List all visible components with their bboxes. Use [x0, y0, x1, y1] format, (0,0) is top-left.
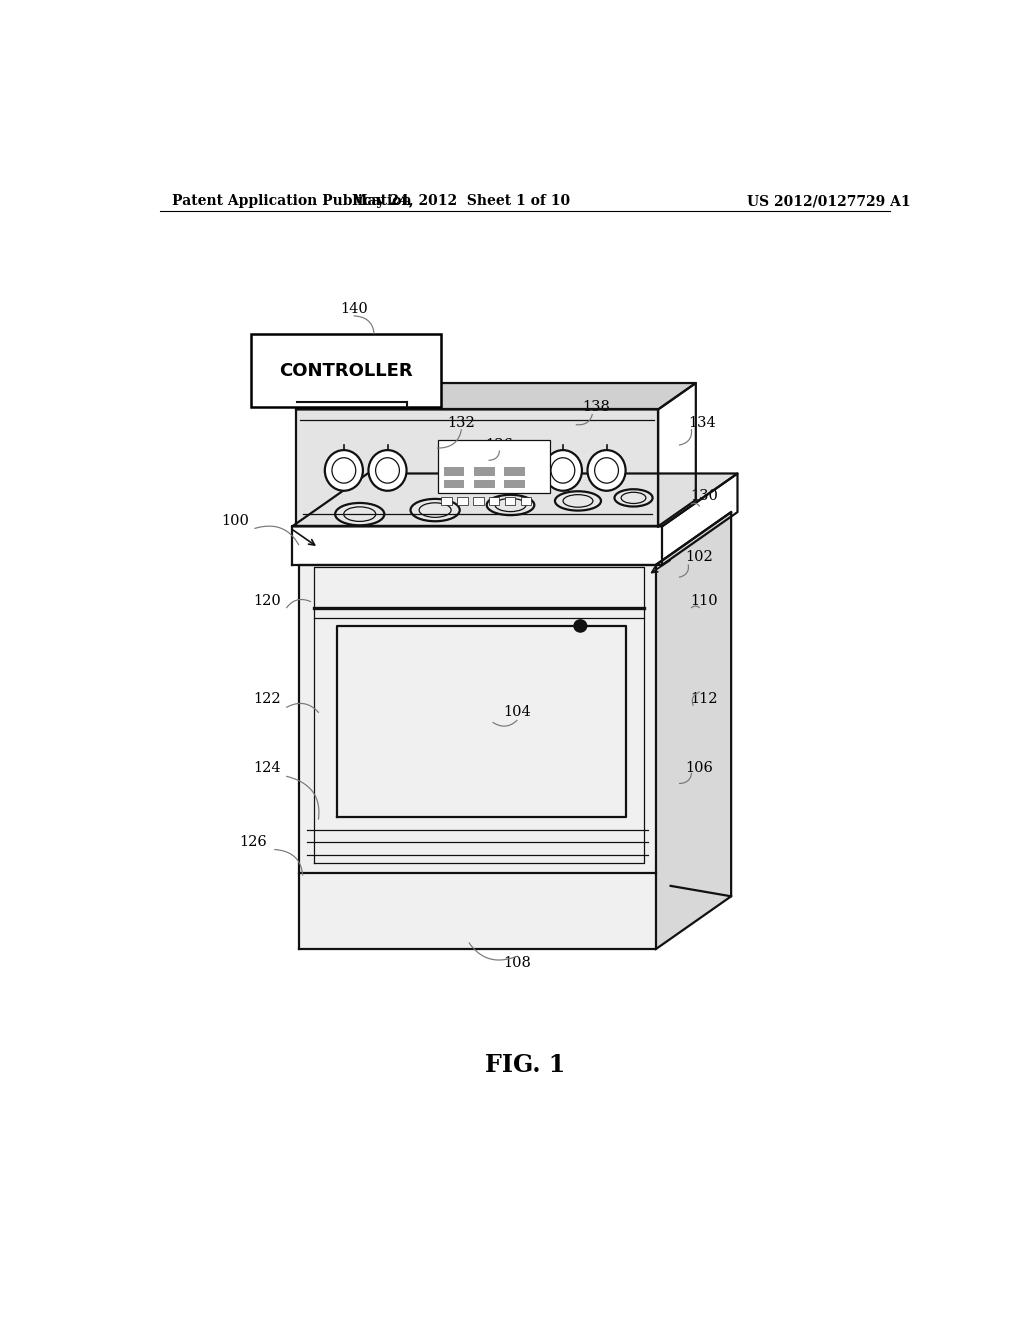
Text: US 2012/0127729 A1: US 2012/0127729 A1 — [748, 194, 910, 209]
Ellipse shape — [411, 499, 460, 521]
Bar — [251, 334, 441, 408]
Ellipse shape — [595, 458, 618, 483]
Bar — [473, 496, 483, 506]
Text: 126: 126 — [240, 836, 267, 850]
Bar — [443, 479, 465, 487]
Polygon shape — [655, 512, 731, 949]
Ellipse shape — [574, 620, 587, 632]
Polygon shape — [296, 409, 658, 527]
Bar — [474, 467, 495, 475]
Bar — [474, 479, 495, 487]
Text: 108: 108 — [503, 957, 530, 970]
Ellipse shape — [495, 499, 526, 512]
Ellipse shape — [622, 492, 646, 503]
Text: 120: 120 — [253, 594, 281, 607]
Text: 140: 140 — [340, 302, 368, 315]
Text: May 24, 2012  Sheet 1 of 10: May 24, 2012 Sheet 1 of 10 — [352, 194, 570, 209]
Ellipse shape — [544, 450, 582, 491]
Ellipse shape — [344, 507, 376, 521]
Text: 102: 102 — [685, 550, 714, 564]
Text: 104: 104 — [503, 705, 530, 719]
Ellipse shape — [555, 491, 601, 511]
Text: FIG. 1: FIG. 1 — [484, 1053, 565, 1077]
Ellipse shape — [335, 503, 384, 525]
Ellipse shape — [369, 450, 407, 491]
Ellipse shape — [614, 490, 652, 507]
Text: 138: 138 — [583, 400, 610, 414]
Bar — [443, 467, 465, 475]
Bar — [521, 496, 531, 506]
Bar — [489, 496, 500, 506]
Text: 130: 130 — [690, 488, 718, 503]
Text: 112: 112 — [690, 692, 718, 706]
Text: CONTROLLER: CONTROLLER — [280, 362, 413, 380]
Polygon shape — [299, 565, 655, 949]
Ellipse shape — [563, 495, 593, 507]
Bar — [441, 496, 452, 506]
Text: 122: 122 — [253, 692, 281, 706]
Text: 136: 136 — [485, 438, 513, 451]
Bar — [505, 496, 515, 506]
Ellipse shape — [588, 450, 626, 491]
Text: 110: 110 — [690, 594, 718, 607]
Ellipse shape — [376, 458, 399, 483]
Text: 132: 132 — [447, 416, 475, 430]
Text: 100: 100 — [221, 515, 249, 528]
Ellipse shape — [332, 458, 355, 483]
Bar — [458, 496, 468, 506]
Ellipse shape — [325, 450, 362, 491]
Ellipse shape — [551, 458, 574, 483]
Ellipse shape — [486, 495, 535, 515]
Bar — [504, 467, 524, 475]
Polygon shape — [292, 474, 737, 527]
Text: Patent Application Publication: Patent Application Publication — [172, 194, 412, 209]
Text: 124: 124 — [253, 762, 281, 775]
Text: 134: 134 — [689, 416, 717, 430]
Polygon shape — [296, 383, 696, 409]
Bar — [504, 479, 524, 487]
Text: 106: 106 — [685, 762, 714, 775]
Bar — [437, 440, 550, 492]
Ellipse shape — [419, 503, 452, 517]
